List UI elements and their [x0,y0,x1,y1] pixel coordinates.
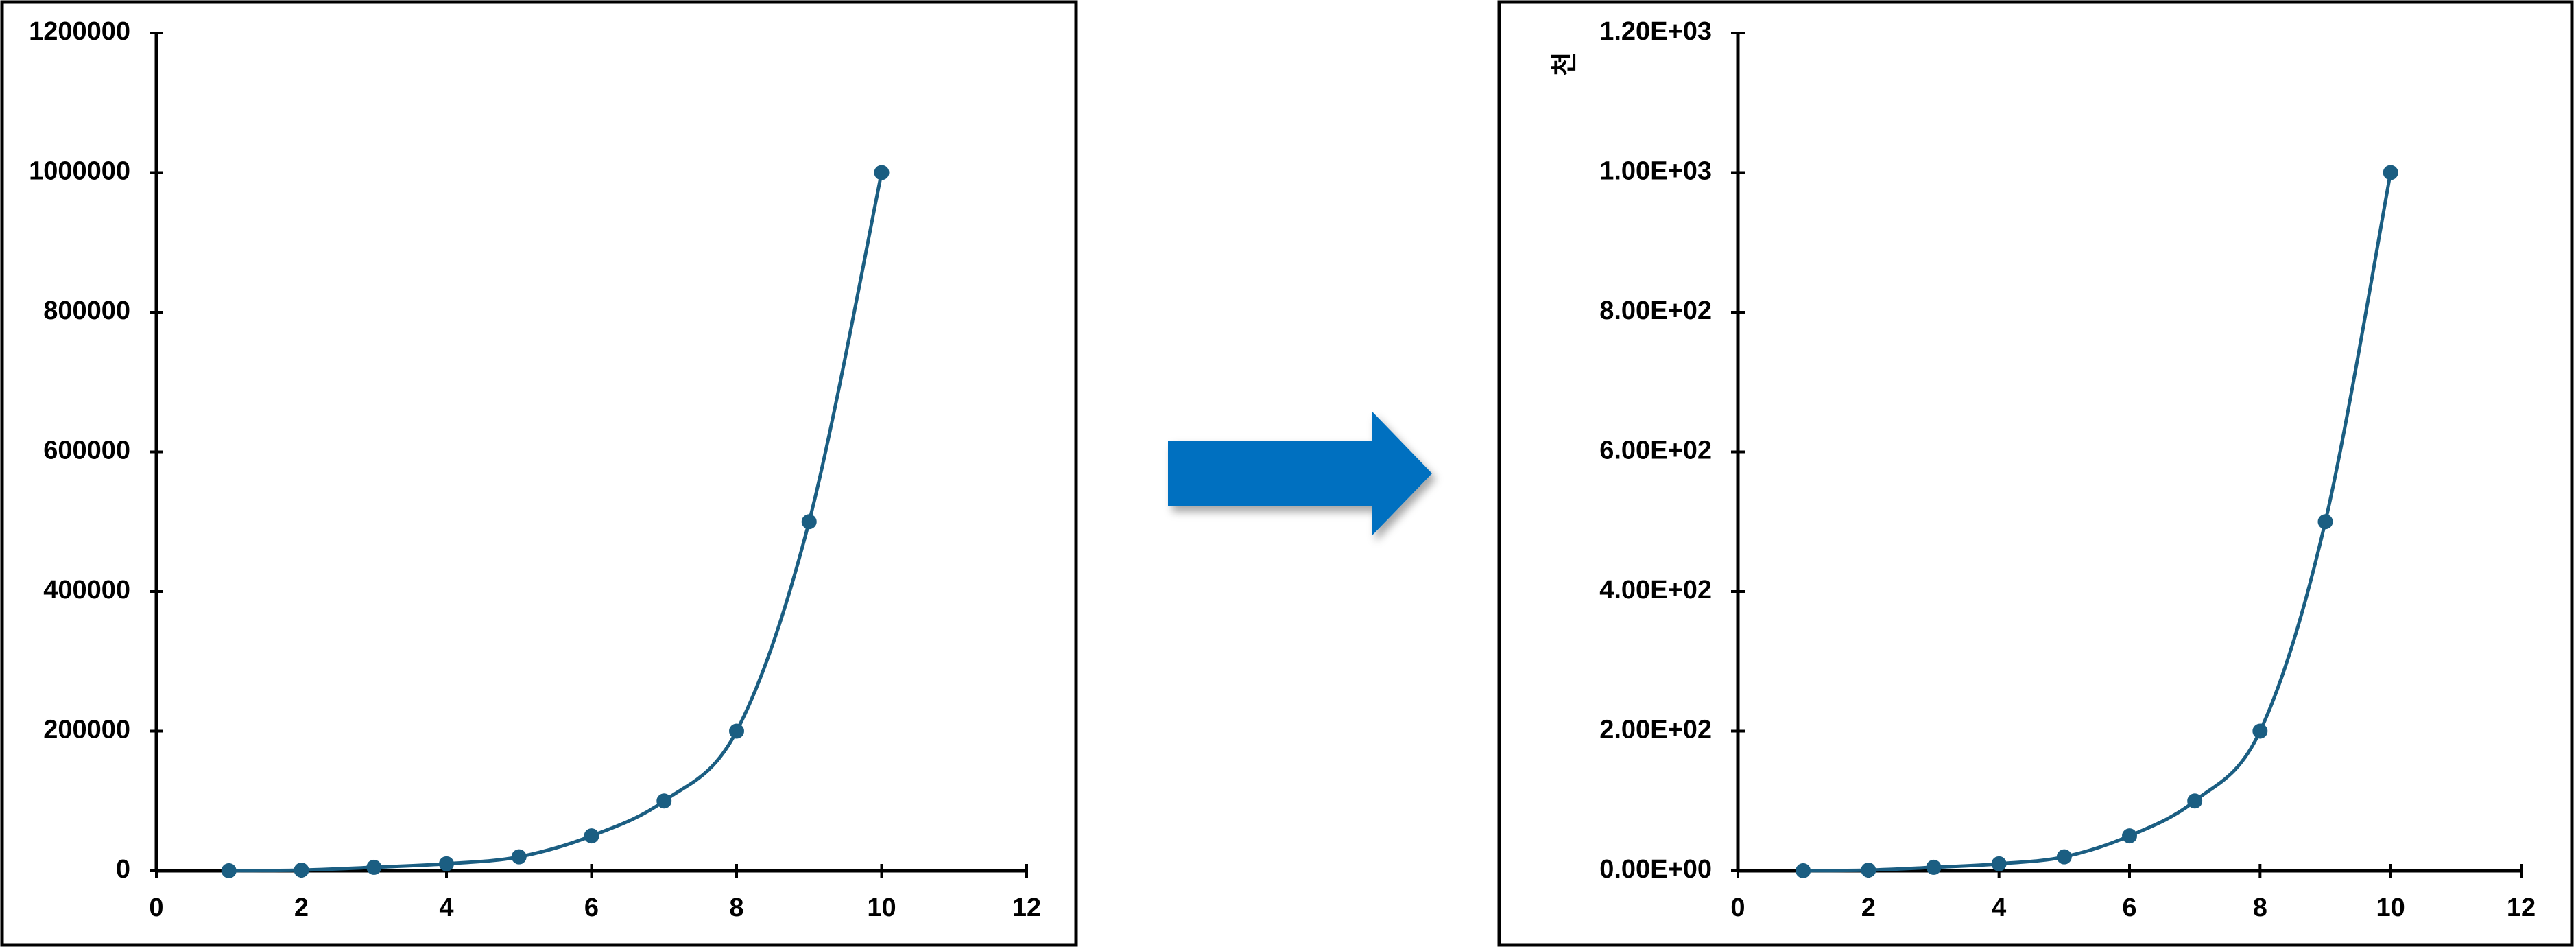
x-tick-label: 8 [2253,893,2267,922]
x-tick-label: 2 [1861,893,1876,922]
x-tick-label: 12 [1012,893,1041,922]
data-point [874,165,890,180]
y-axis-label: 천 [1551,52,1579,76]
data-point [366,859,382,875]
x-tick-label: 6 [2122,893,2136,922]
x-tick-label: 4 [1992,893,2006,922]
data-point [2187,793,2203,809]
y-tick-label: 600000 [43,436,130,465]
data-point [1861,862,1876,878]
data-point [2056,849,2072,865]
data-point [1926,859,1942,875]
y-tick-label: 200000 [43,716,130,745]
data-point [1796,863,1811,878]
y-tick-label: 1.00E+03 [1599,157,1712,186]
x-tick-label: 10 [2376,893,2405,922]
x-tick-label: 4 [439,893,453,922]
y-tick-label: 1200000 [29,17,130,46]
chart-frame [1497,0,2574,947]
x-tick-label: 0 [149,893,163,922]
y-tick-label: 8.00E+02 [1599,296,1712,325]
x-tick-label: 2 [294,893,309,922]
data-point [801,514,817,530]
data-point [2383,165,2398,180]
y-tick-label: 400000 [43,576,130,605]
y-tick-label: 2.00E+02 [1599,716,1712,745]
data-point [221,863,237,878]
x-tick-label: 12 [2507,893,2536,922]
series-line [228,172,883,873]
data-point [2122,828,2137,844]
y-tick-label: 800000 [43,296,130,325]
x-tick-label: 8 [729,893,743,922]
data-point [511,849,527,865]
x-tick-label: 6 [584,893,599,922]
arrow [1168,411,1432,536]
data-point [1991,856,2007,871]
x-tick-label: 0 [1730,893,1745,922]
data-point [656,793,672,809]
y-tick-label: 0 [116,855,130,884]
y-tick-label: 1.20E+03 [1599,17,1712,46]
chart-frame [0,0,1078,947]
data-point [294,862,309,878]
y-tick-label: 4.00E+02 [1599,576,1712,605]
data-point [729,723,744,739]
y-tick-label: 1000000 [29,157,130,186]
y-tick-label: 0.00E+00 [1599,855,1712,884]
data-point [584,828,599,844]
data-point [2317,514,2333,530]
y-tick-label: 6.00E+02 [1599,436,1712,465]
x-tick-label: 10 [867,893,896,922]
data-point [2252,723,2268,739]
data-point [439,856,454,871]
